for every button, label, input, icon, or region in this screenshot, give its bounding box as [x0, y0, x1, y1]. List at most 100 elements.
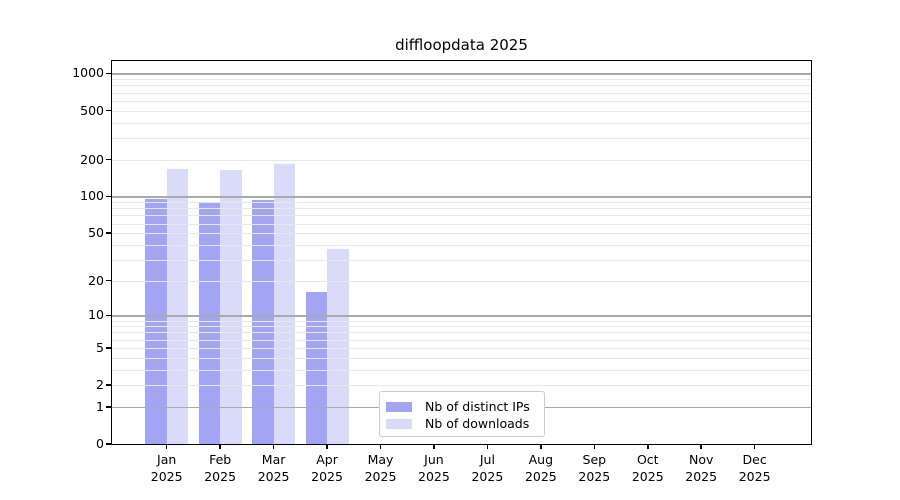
x-tick-year: 2025: [524, 469, 557, 484]
y-axis-tick: [106, 384, 112, 386]
x-tick-month: Apr: [316, 452, 338, 467]
legend-entry-downloads: Nb of downloads: [386, 415, 544, 432]
x-tick-year: 2025: [578, 469, 611, 484]
x-tick-month: Dec: [742, 452, 767, 467]
x-tick-month: Feb: [209, 452, 232, 467]
grid-line-minor: [112, 339, 811, 341]
legend-swatch-downloads: [386, 418, 412, 429]
bar-downloads: [327, 248, 349, 444]
grid-line-major: [112, 73, 811, 75]
x-tick-month: May: [367, 452, 394, 467]
bar-distinct-ips: [252, 200, 274, 444]
x-axis-tick: [326, 444, 328, 449]
y-axis-tick: [106, 406, 112, 408]
grid-line-minor: [112, 122, 811, 124]
plot-area: [112, 61, 811, 444]
x-tick-year: 2025: [631, 469, 664, 484]
grid-line-minor: [112, 92, 811, 94]
grid-line-minor: [112, 332, 811, 334]
grid-line-minor: [112, 137, 811, 139]
y-axis-tick: [106, 109, 112, 112]
grid-line-minor: [112, 100, 811, 102]
grid-line-minor: [112, 208, 811, 210]
x-tick-month: Sep: [582, 452, 607, 467]
y-tick-label: 1000: [72, 65, 104, 81]
chart-title: diffloopdata 2025: [395, 36, 528, 54]
y-tick-label: 2: [96, 377, 104, 393]
grid-line-minor: [112, 280, 811, 282]
grid-line-minor: [112, 233, 811, 235]
y-tick-label: 5: [96, 339, 104, 355]
x-axis-tick: [165, 444, 168, 449]
y-axis-tick: [106, 158, 112, 161]
y-tick-label: 0: [96, 436, 104, 451]
x-axis-tick: [486, 444, 489, 449]
y-tick-label: 200: [80, 151, 104, 167]
grid-line-minor: [112, 215, 811, 217]
y-axis-tick: [106, 443, 112, 445]
x-tick-year: 2025: [311, 469, 343, 484]
x-tick-label: Nov 2025: [671, 451, 731, 485]
legend-label-downloads: Nb of downloads: [425, 416, 530, 431]
grid-line-minor: [112, 159, 811, 161]
x-tick-month: Jun: [424, 452, 444, 467]
x-tick-month: Mar: [261, 452, 286, 467]
x-tick-month: Oct: [636, 452, 659, 467]
legend-swatch-distinct-ips: [386, 401, 412, 412]
x-tick-label: Jan 2025: [137, 451, 197, 485]
x-tick-label: Jun 2025: [404, 451, 464, 485]
x-axis-tick: [433, 444, 435, 449]
bar-downloads: [166, 168, 189, 444]
x-tick-month: Jan: [157, 452, 177, 467]
grid-line-minor: [112, 357, 811, 359]
y-tick-label: 50: [88, 225, 104, 241]
y-axis-tick: [106, 232, 112, 234]
x-tick-label: Mar 2025: [244, 451, 304, 485]
x-tick-label: Oct 2025: [618, 451, 678, 485]
y-axis-tick: [106, 314, 112, 317]
x-tick-label: Apr 2025: [297, 451, 357, 485]
y-axis-tick: [106, 195, 112, 198]
y-tick-label: 1: [96, 398, 104, 414]
x-axis-tick: [753, 444, 756, 449]
x-tick-year: 2025: [738, 469, 771, 484]
x-tick-month: Aug: [528, 452, 554, 467]
grid-line-minor: [112, 326, 811, 328]
x-tick-month: Jul: [479, 452, 495, 467]
x-tick-year: 2025: [204, 469, 237, 484]
grid-line-minor: [112, 244, 811, 246]
bar-distinct-ips: [305, 292, 328, 444]
grid-line-minor: [112, 202, 811, 204]
grid-line-minor: [112, 347, 811, 349]
y-axis-tick: [106, 72, 112, 75]
y-tick-label: 500: [80, 102, 104, 118]
grid-line-minor: [112, 79, 811, 81]
bar-downloads: [220, 170, 242, 444]
legend: Nb of distinct IPs Nb of downloads: [379, 391, 545, 437]
legend-entry-distinct-ips: Nb of distinct IPs: [386, 398, 544, 415]
x-tick-year: 2025: [257, 469, 290, 484]
grid-line-major: [112, 315, 811, 317]
x-tick-label: May 2025: [351, 451, 411, 485]
x-tick-label: Sep 2025: [564, 451, 624, 485]
x-axis-tick: [219, 444, 221, 449]
x-tick-month: Nov: [688, 452, 714, 467]
y-tick-label: 20: [88, 272, 104, 288]
x-tick-year: 2025: [418, 469, 450, 484]
x-tick-label: Aug 2025: [511, 451, 571, 485]
y-axis-tick: [106, 347, 112, 349]
x-tick-label: Jul 2025: [457, 451, 517, 485]
x-axis-tick: [647, 444, 649, 449]
grid-line-minor: [112, 259, 811, 261]
bar-downloads: [273, 164, 296, 444]
y-axis-tick: [106, 279, 112, 282]
y-tick-label: 100: [80, 188, 104, 204]
grid-line-minor: [112, 85, 811, 87]
x-axis-tick: [700, 444, 702, 449]
x-tick-label: Dec 2025: [725, 451, 785, 485]
grid-line-minor: [112, 320, 811, 322]
bar-distinct-ips: [198, 203, 221, 444]
x-tick-label: Feb 2025: [190, 451, 250, 485]
grid-line-minor: [112, 385, 811, 387]
